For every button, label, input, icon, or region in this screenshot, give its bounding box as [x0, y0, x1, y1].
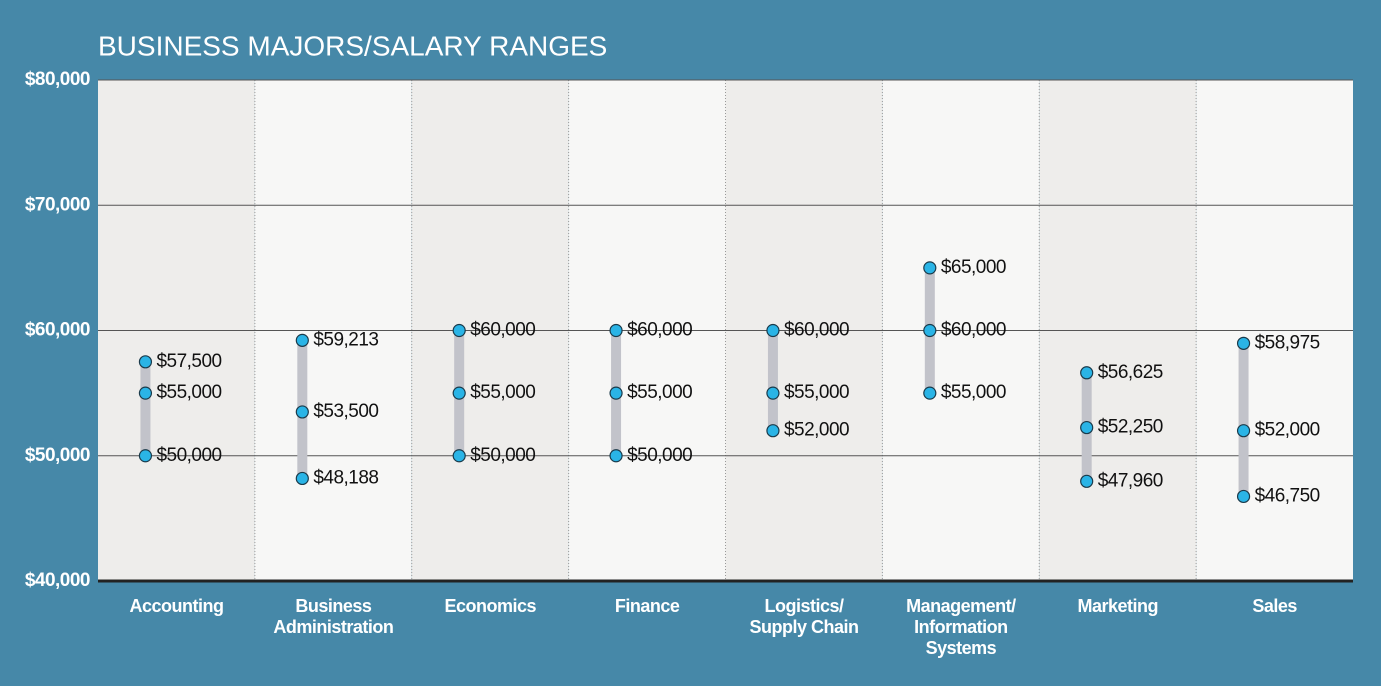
data-point — [766, 424, 780, 438]
data-label: $52,000 — [1255, 420, 1320, 441]
data-point — [1236, 489, 1251, 504]
x-tick-label: Accounting — [129, 596, 225, 616]
data-label: $60,000 — [627, 320, 692, 341]
data-point — [295, 471, 309, 486]
data-point — [452, 386, 466, 400]
data-label: $65,000 — [941, 257, 1006, 278]
data-point — [1236, 336, 1251, 350]
data-point — [609, 323, 623, 338]
data-label: $55,000 — [470, 382, 535, 403]
x-tick-label: Sales — [1252, 596, 1297, 616]
x-tick-label: Finance — [614, 596, 680, 616]
data-point — [609, 449, 623, 463]
data-label: $56,625 — [1098, 362, 1163, 383]
data-label: $47,960 — [1098, 470, 1163, 491]
data-label: $50,000 — [627, 445, 692, 466]
data-label: $52,000 — [784, 420, 849, 441]
data-label: $57,500 — [156, 351, 221, 372]
data-point — [138, 386, 153, 400]
data-point — [295, 333, 309, 347]
y-tick-label: $60,000 — [25, 320, 90, 341]
data-point — [609, 386, 623, 400]
data-label: $55,000 — [156, 382, 221, 403]
data-point — [923, 386, 937, 400]
data-point — [452, 449, 466, 463]
y-tick-label: $70,000 — [25, 194, 90, 215]
range-bar — [767, 330, 778, 431]
x-tick-label: Business Administration — [273, 596, 394, 637]
data-point — [923, 323, 937, 338]
data-point — [1080, 420, 1094, 435]
data-point — [138, 355, 153, 369]
data-point — [1236, 424, 1251, 438]
data-label: $50,000 — [470, 445, 535, 466]
data-label: $59,213 — [313, 329, 378, 350]
x-tick-label: Marketing — [1077, 596, 1159, 616]
range-bar — [1238, 343, 1249, 497]
data-label: $48,188 — [313, 467, 378, 488]
data-label: $60,000 — [941, 320, 1006, 341]
x-tick-label: Management/ Information Systems — [906, 596, 1016, 658]
range-bar — [140, 361, 151, 456]
data-point — [1080, 474, 1094, 488]
data-point — [452, 323, 466, 338]
data-label: $55,000 — [627, 382, 692, 403]
data-point — [923, 261, 937, 275]
data-label: $60,000 — [784, 320, 849, 341]
data-label: $55,000 — [784, 382, 849, 403]
data-point — [766, 386, 780, 400]
x-tick-label: Economics — [444, 596, 537, 616]
y-tick-label: $80,000 — [25, 69, 90, 90]
data-point — [295, 405, 309, 419]
data-label: $52,250 — [1098, 417, 1163, 438]
data-point — [1080, 366, 1094, 380]
data-label: $58,975 — [1255, 332, 1320, 353]
data-label: $60,000 — [470, 320, 535, 341]
data-point — [138, 449, 153, 463]
y-tick-label: $40,000 — [25, 570, 90, 591]
data-label: $53,500 — [313, 401, 378, 422]
chart-title: BUSINESS MAJORS/SALARY RANGES — [98, 30, 607, 61]
data-label: $55,000 — [941, 382, 1006, 403]
data-label: $50,000 — [156, 445, 221, 466]
y-tick-label: $50,000 — [25, 445, 90, 466]
x-tick-label: Logistics/ Supply Chain — [749, 596, 859, 637]
data-label: $46,750 — [1255, 485, 1320, 506]
data-point — [766, 323, 780, 338]
